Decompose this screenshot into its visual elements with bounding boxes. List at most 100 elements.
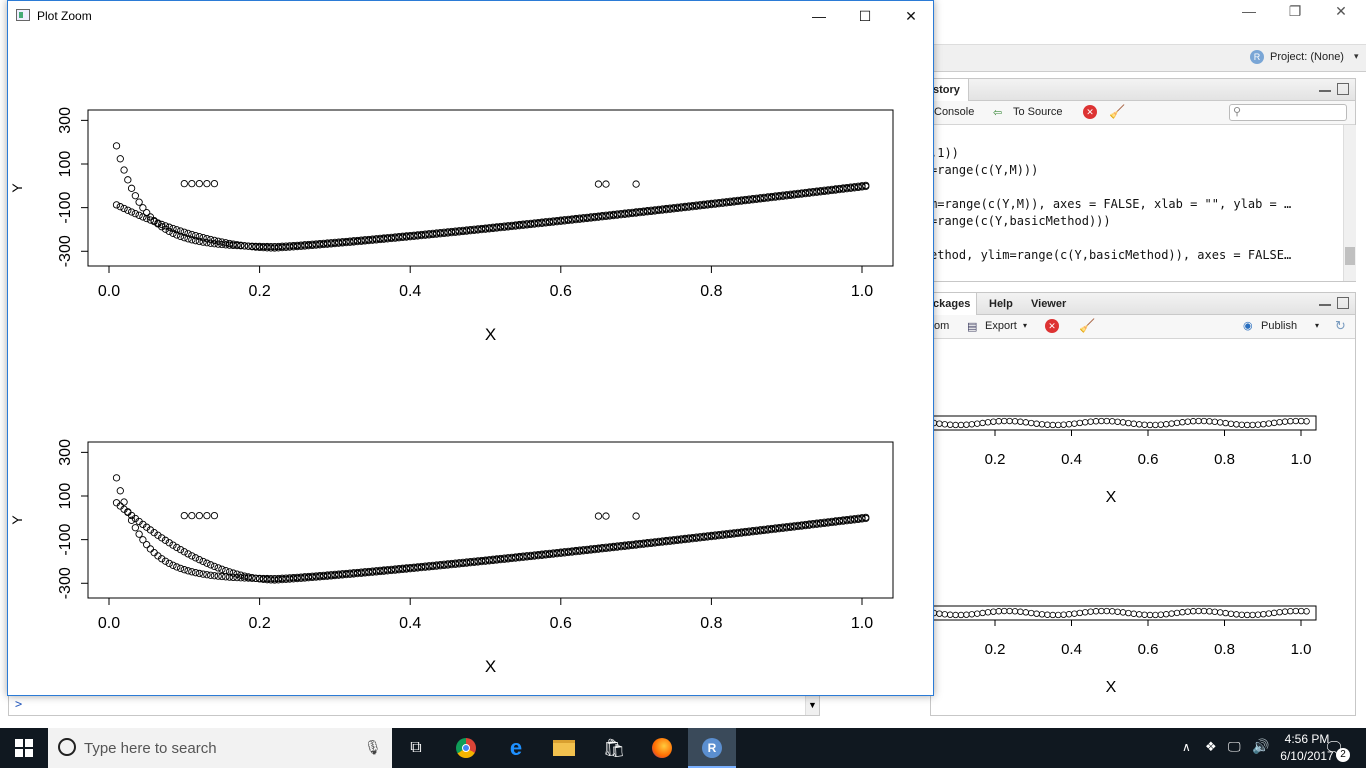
history-line[interactable]: m=range(c(Y,M)), axes = FALSE, xlab = ""… xyxy=(930,197,1292,211)
data-point xyxy=(1249,421,1256,429)
data-point xyxy=(560,217,569,225)
data-point xyxy=(813,520,821,528)
minimize-pane-icon[interactable] xyxy=(1319,298,1331,306)
refresh-icon[interactable]: ↻ xyxy=(1335,318,1346,333)
clock-time[interactable]: 4:56 PM xyxy=(1284,732,1330,746)
console-input-area[interactable]: > ▼ xyxy=(8,694,820,716)
tab-help[interactable]: Help xyxy=(989,298,1013,310)
show-hidden-icons[interactable]: ∧ xyxy=(1182,740,1191,754)
maximize-pane-icon[interactable] xyxy=(1337,83,1349,95)
clock-date[interactable]: 6/10/2017 xyxy=(1280,749,1334,763)
data-point xyxy=(741,196,749,205)
data-point xyxy=(188,230,196,239)
rstudio-minimize-button[interactable]: — xyxy=(1242,3,1256,19)
project-icon: R xyxy=(1250,50,1264,64)
data-point xyxy=(557,217,565,225)
data-point xyxy=(229,569,237,577)
data-point xyxy=(1168,420,1175,427)
tab-history[interactable]: story xyxy=(933,84,960,96)
data-point xyxy=(843,517,851,525)
data-point xyxy=(1271,419,1278,427)
microphone-icon[interactable]: 🎙 xyxy=(364,739,382,755)
history-search-input[interactable]: ⚲ xyxy=(1229,104,1347,121)
history-scrollbar[interactable] xyxy=(1343,125,1356,281)
data-point xyxy=(602,180,610,188)
broom-icon[interactable]: 🧹 xyxy=(1079,318,1096,333)
maximize-pane-icon[interactable] xyxy=(1337,297,1349,309)
data-point xyxy=(391,234,399,242)
chevron-down-icon[interactable]: ▾ xyxy=(1354,51,1359,61)
console-scroll-down[interactable]: ▼ xyxy=(805,695,819,715)
store-icon[interactable]: 🛍 xyxy=(602,738,626,758)
data-point xyxy=(124,206,132,214)
publish-button[interactable]: Publish xyxy=(1261,320,1298,332)
window-title: Plot Zoom xyxy=(37,9,92,23)
data-point xyxy=(451,228,460,236)
rstudio-close-button[interactable]: ✕ xyxy=(1335,3,1347,19)
data-point xyxy=(282,243,290,252)
data-point xyxy=(658,206,667,214)
data-point xyxy=(696,202,704,210)
zoom-button[interactable]: om xyxy=(934,320,950,332)
tab-viewer[interactable]: Viewer xyxy=(1031,298,1067,310)
data-point xyxy=(606,212,614,220)
data-point xyxy=(406,565,414,573)
network-icon[interactable]: 🖵 xyxy=(1228,739,1241,754)
file-explorer-icon[interactable] xyxy=(540,728,588,768)
export-button[interactable]: Export xyxy=(985,320,1017,332)
taskbar-search-box[interactable]: Type here to search 🎙 xyxy=(48,728,392,768)
data-point xyxy=(267,244,275,252)
to-console-button[interactable]: Console xyxy=(934,106,975,118)
history-line[interactable]: ,1)) xyxy=(930,146,959,160)
history-line[interactable]: =range(c(Y,basicMethod))) xyxy=(930,214,1111,228)
data-point xyxy=(176,564,185,573)
start-button[interactable] xyxy=(0,728,48,768)
data-point xyxy=(350,570,358,578)
to-source-button[interactable]: To Source xyxy=(1013,106,1063,118)
remove-plot-icon[interactable]: ✕ xyxy=(1045,319,1059,333)
data-point xyxy=(218,238,226,246)
tab-packages[interactable]: ckages xyxy=(933,298,971,310)
task-view-icon[interactable]: ⧉ xyxy=(410,739,422,756)
volume-icon[interactable]: 🔊 xyxy=(1252,738,1270,754)
data-point xyxy=(835,517,844,526)
maximize-button[interactable]: ☐ xyxy=(858,8,872,24)
data-point xyxy=(726,530,734,539)
data-point xyxy=(666,537,674,545)
data-point xyxy=(1152,611,1159,619)
minimize-button[interactable]: — xyxy=(812,8,826,24)
data-point xyxy=(259,575,268,583)
data-point xyxy=(210,240,219,248)
y-tick-label: -300 xyxy=(57,567,74,599)
data-point xyxy=(557,549,565,557)
remove-icon[interactable]: ✕ xyxy=(1083,105,1097,119)
data-point xyxy=(180,179,188,188)
data-point xyxy=(602,212,610,221)
rstudio-main-toolbar: R Project: (None) ▾ xyxy=(930,44,1366,72)
data-point xyxy=(316,241,324,249)
data-point xyxy=(304,242,313,250)
history-line[interactable]: ethod, ylim=range(c(Y,basicMethod)), axe… xyxy=(930,248,1292,262)
project-menu[interactable]: Project: (None) xyxy=(1270,51,1344,63)
close-button[interactable]: ✕ xyxy=(905,8,917,24)
data-point xyxy=(1244,421,1251,429)
rstudio-restore-button[interactable]: ❐ xyxy=(1288,3,1302,19)
minimize-pane-icon[interactable] xyxy=(1319,84,1331,92)
data-point xyxy=(609,211,618,220)
rstudio-taskbar-icon[interactable]: R xyxy=(688,728,736,768)
data-point xyxy=(365,568,373,577)
history-line[interactable]: =range(c(Y,M))) xyxy=(930,163,1039,177)
broom-icon[interactable]: 🧹 xyxy=(1109,104,1126,119)
firefox-icon[interactable] xyxy=(638,728,686,768)
data-point xyxy=(1000,607,1008,615)
edge-icon[interactable]: e xyxy=(509,735,523,760)
chrome-icon[interactable] xyxy=(442,728,490,768)
data-point xyxy=(847,184,855,192)
history-tabbar: story xyxy=(931,79,1355,101)
data-point xyxy=(820,187,828,196)
dropbox-icon[interactable]: ❖ xyxy=(1205,739,1217,754)
x-tick-label: 0.2 xyxy=(248,283,270,300)
data-point xyxy=(1092,608,1100,615)
plot-zoom-titlebar[interactable]: Plot Zoom — ☐ ✕ xyxy=(8,1,933,31)
data-point xyxy=(191,231,200,240)
